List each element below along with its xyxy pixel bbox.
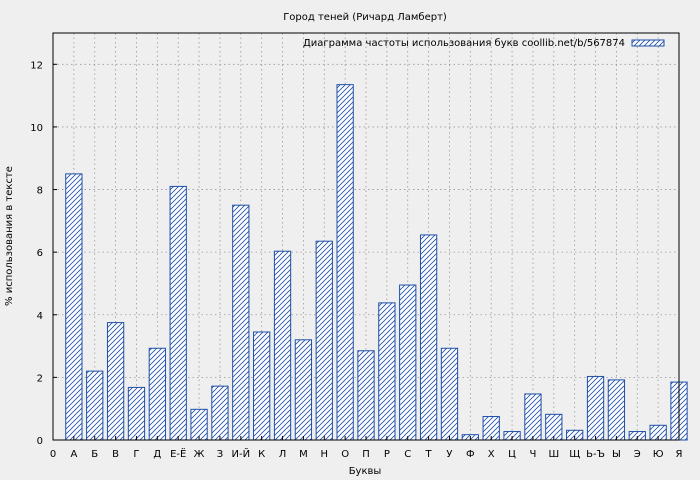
bar: [419, 234, 438, 441]
y-tick-label: 2: [37, 373, 43, 384]
x-tick-label: Н: [321, 449, 329, 460]
bar: [190, 408, 208, 441]
x-tick-label: Ж: [194, 449, 205, 460]
x-axis-ticks: 0 А Б В Г Д Е-Ё Ж З И-Й К Л М Н О П Р С Т У Ф Х Ц Ч Ш Щ Ь-Ъ Ы Э Ю Я: [50, 436, 683, 460]
bar: [148, 347, 166, 441]
bar: [127, 386, 146, 441]
x-tick-label: В: [112, 449, 119, 460]
legend-label: Диаграмма частоты использования букв coo…: [303, 38, 625, 49]
x-tick-label: З: [217, 449, 223, 460]
x-tick-label: Б: [91, 449, 98, 460]
bar: [273, 250, 292, 441]
x-tick-label: Р: [384, 449, 390, 460]
x-tick-label: Л: [279, 449, 287, 460]
bar: [294, 339, 313, 441]
bar: [232, 204, 250, 441]
x-tick-label: Ч: [530, 449, 537, 460]
x-tick-label: У: [446, 449, 452, 460]
x-tick-label: Ш: [548, 449, 559, 460]
y-tick-label: 10: [30, 123, 43, 134]
x-tick-label: Ь-Ъ: [586, 449, 605, 460]
bar: [336, 84, 354, 441]
x-tick-label: Ц: [508, 449, 516, 460]
x-tick-label: Щ: [569, 449, 580, 460]
x-tick-label: Ю: [653, 449, 664, 460]
x-tick-label: О: [341, 449, 349, 460]
x-tick-label: Д: [153, 449, 161, 460]
y-tick-label: 4: [37, 311, 43, 322]
bar: [315, 240, 333, 441]
y-axis-label: % использования в тексте: [4, 166, 15, 306]
x-tick-label: Э: [634, 449, 641, 460]
x-tick-label: Г: [133, 449, 139, 460]
y-tick-label: 0: [37, 436, 43, 447]
bar: [106, 322, 125, 441]
bar: [586, 375, 605, 441]
x-tick-label: К: [258, 449, 265, 460]
x-axis-label: Буквы: [349, 466, 382, 477]
x-tick-label: И-Й: [232, 447, 251, 460]
x-tick-label: П: [362, 449, 370, 460]
x-tick-label: Я: [676, 449, 683, 460]
x-tick-label: М: [299, 449, 308, 460]
x-tick-label-origin: 0: [50, 449, 56, 460]
bar: [399, 284, 417, 441]
x-tick-label: Е-Ё: [170, 447, 186, 460]
bar: [65, 173, 83, 441]
y-axis-ticks: 0 2 4 6 8 10 12: [30, 60, 57, 447]
x-tick-label: Ы: [612, 449, 621, 460]
bar: [607, 379, 626, 441]
x-tick-label: С: [404, 449, 411, 460]
y-tick-label: 8: [37, 186, 43, 197]
y-tick-label: 6: [37, 248, 43, 259]
x-tick-label: Х: [488, 449, 495, 460]
chart-title: Город теней (Ричард Ламберт): [283, 12, 447, 23]
x-tick-label: Т: [425, 449, 433, 460]
bar: [524, 393, 542, 441]
bar: [169, 185, 187, 441]
x-tick-label: А: [70, 449, 77, 460]
bar: [253, 331, 271, 441]
bar: [357, 350, 375, 441]
y-tick-label: 12: [30, 60, 43, 71]
bar: [440, 347, 459, 441]
bars: [65, 84, 688, 441]
bar: [378, 302, 396, 441]
legend-swatch: [631, 39, 665, 47]
legend: Диаграмма частоты использования букв coo…: [303, 38, 665, 49]
x-tick-label: Ф: [466, 449, 475, 460]
bar: [211, 385, 229, 441]
bar: [86, 370, 104, 441]
